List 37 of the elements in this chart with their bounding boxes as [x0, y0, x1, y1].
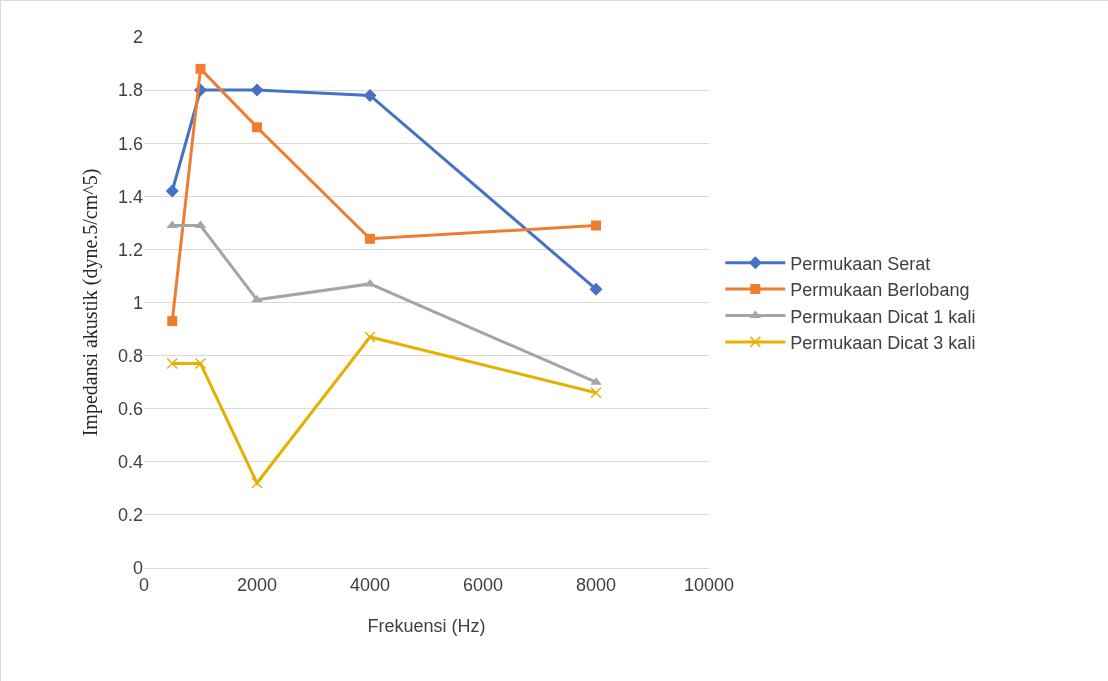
legend-label: Permukaan Dicat 1 kali	[790, 306, 976, 327]
point	[591, 220, 601, 231]
point	[251, 294, 263, 303]
point	[590, 387, 602, 399]
y-tick-label: 0	[132, 558, 143, 579]
y-tick-label: 0.8	[117, 345, 143, 366]
y-tick-label: 1.6	[117, 133, 143, 154]
point	[252, 122, 262, 133]
point	[365, 233, 375, 244]
y-tick-label: 1.2	[117, 239, 143, 260]
point	[195, 63, 206, 74]
legend-label: Permukaan Berlobang	[790, 280, 970, 301]
x-tick-label: 10000	[683, 574, 735, 595]
y-tick-label: 1	[132, 292, 143, 313]
x-tick-label: 2000	[236, 574, 278, 595]
legend-label: Permukaan Serat	[790, 253, 931, 274]
legend-label: Permukaan Dicat 3 kali	[790, 332, 976, 353]
point	[589, 282, 603, 296]
point	[364, 331, 376, 343]
point	[167, 316, 178, 327]
point	[363, 88, 377, 102]
point	[250, 83, 264, 97]
y-tick-label: 2	[132, 27, 143, 48]
x-tick-label: 4000	[349, 574, 391, 595]
y-tick-label: 0.6	[117, 399, 143, 419]
y-tick-label: 1.4	[117, 186, 143, 207]
point	[165, 184, 179, 198]
x-axis-title: Frekuensi (Hz)	[367, 616, 486, 636]
y-axis-title: Impedansi akustik (dyne.5/cm^5)	[79, 168, 103, 437]
point	[194, 357, 207, 370]
x-tick-label: 6000	[462, 574, 504, 595]
point	[251, 477, 263, 489]
x-tick-label: 8000	[575, 574, 617, 595]
point	[166, 357, 178, 370]
y-tick-label: 0.4	[117, 452, 143, 473]
y-tick-label: 0.2	[117, 505, 143, 526]
y-tick-label: 1.8	[117, 80, 143, 101]
